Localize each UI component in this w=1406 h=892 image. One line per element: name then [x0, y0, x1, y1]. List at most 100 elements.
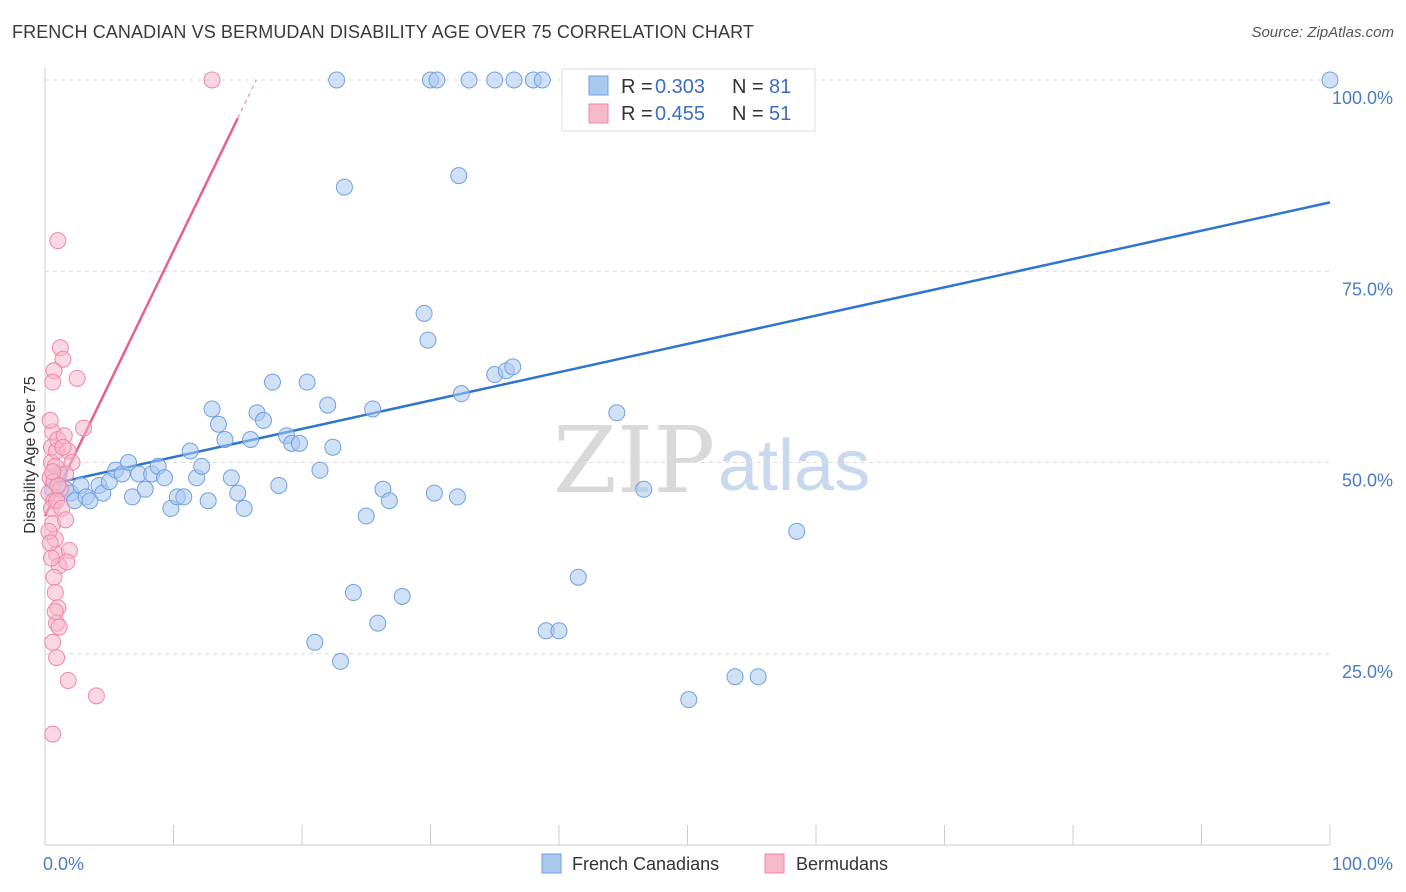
- point-french-canadians: [229, 484, 247, 502]
- point-bermudans: [57, 511, 75, 529]
- y-tick-label: 50.0%: [1342, 471, 1393, 491]
- point-bermudans: [42, 549, 60, 567]
- point-french-canadians: [460, 71, 478, 89]
- point-french-canadians: [448, 488, 466, 506]
- point-french-canadians: [181, 442, 199, 460]
- source-credit: Source: ZipAtlas.com: [1251, 24, 1394, 41]
- point-bermudans: [58, 553, 76, 571]
- x-tick-label-min: 0.0%: [43, 854, 84, 874]
- data-points: [40, 71, 1339, 743]
- legend-n-value-2: 51: [769, 103, 791, 125]
- legend-swatch-french-canadians: [588, 75, 609, 96]
- point-bermudans: [68, 369, 86, 387]
- point-french-canadians: [235, 499, 253, 517]
- point-french-canadians: [788, 522, 806, 540]
- point-french-canadians: [749, 668, 767, 686]
- point-bermudans: [49, 232, 67, 250]
- gridlines: [45, 79, 1330, 655]
- point-bermudans: [59, 672, 77, 690]
- watermark-atlas: atlas: [718, 426, 870, 506]
- y-axis-label: Disability Age Over 75: [22, 376, 39, 534]
- point-french-canadians: [608, 404, 626, 422]
- legend-r-value-1: 0.303: [655, 76, 705, 98]
- legend-r-label-1: R =: [621, 76, 653, 98]
- point-french-canadians: [726, 668, 744, 686]
- x-tick-labels: 0.0% 100.0%: [43, 854, 1393, 874]
- point-french-canadians: [569, 568, 587, 586]
- point-bermudans: [44, 633, 62, 651]
- trend-lines: [43, 79, 1331, 517]
- watermark-zip: ZIP: [553, 407, 715, 514]
- point-bermudans: [45, 568, 63, 586]
- point-french-canadians: [335, 178, 353, 196]
- point-french-canadians: [193, 457, 211, 475]
- point-french-canadians: [680, 691, 698, 709]
- point-bermudans: [75, 419, 93, 437]
- point-french-canadians: [380, 492, 398, 510]
- point-bermudans: [48, 649, 66, 667]
- point-french-canadians: [369, 614, 387, 632]
- y-tick-label: 25.0%: [1342, 662, 1393, 682]
- point-french-canadians: [222, 469, 240, 487]
- series-legend-label-bermudans: Bermudans: [796, 854, 888, 874]
- legend-r-label-2: R =: [621, 103, 653, 125]
- point-french-canadians: [415, 304, 433, 322]
- point-french-canadians: [635, 480, 653, 498]
- point-french-canadians: [209, 415, 227, 433]
- series-legend-swatch-french-canadians: [541, 853, 562, 874]
- point-bermudans: [44, 373, 62, 391]
- point-french-canadians: [505, 71, 523, 89]
- point-french-canadians: [344, 584, 362, 602]
- point-bermudans: [44, 725, 62, 743]
- point-french-canadians: [156, 469, 174, 487]
- legend-r-value-2: 0.455: [655, 103, 705, 125]
- trend-line-extension-bermudans: [237, 79, 257, 119]
- legend-n-value-1: 81: [769, 76, 791, 98]
- point-french-canadians: [319, 396, 337, 414]
- legend-n-label-1: N =: [732, 76, 764, 98]
- point-bermudans: [54, 438, 72, 456]
- point-bermudans: [46, 584, 64, 602]
- point-french-canadians: [364, 400, 382, 418]
- point-french-canadians: [306, 633, 324, 651]
- series-legend: French Canadians Bermudans: [541, 853, 888, 874]
- y-tick-label: 75.0%: [1342, 279, 1393, 299]
- point-french-canadians: [216, 431, 234, 449]
- point-french-canadians: [393, 587, 411, 605]
- point-french-canadians: [452, 385, 470, 403]
- legend-swatch-bermudans: [588, 103, 609, 124]
- point-bermudans: [87, 687, 105, 705]
- point-french-canadians: [175, 488, 193, 506]
- point-french-canadians: [419, 331, 437, 349]
- point-french-canadians: [328, 71, 346, 89]
- point-french-canadians: [290, 434, 308, 452]
- point-french-canadians: [81, 492, 99, 510]
- point-french-canadians: [1321, 71, 1339, 89]
- point-french-canadians: [533, 71, 551, 89]
- point-french-canadians: [123, 488, 141, 506]
- point-french-canadians: [311, 461, 329, 479]
- point-french-canadians: [242, 431, 260, 449]
- point-french-canadians: [357, 507, 375, 525]
- point-bermudans: [50, 618, 68, 636]
- point-french-canadians: [450, 167, 468, 185]
- chart-title: FRENCH CANADIAN VS BERMUDAN DISABILITY A…: [12, 22, 754, 42]
- point-french-canadians: [332, 652, 350, 670]
- x-tick-label-max: 100.0%: [1332, 854, 1393, 874]
- point-french-canadians: [136, 480, 154, 498]
- point-french-canadians: [324, 438, 342, 456]
- point-french-canadians: [504, 358, 522, 376]
- point-french-canadians: [425, 484, 443, 502]
- series-legend-label-french-canadians: French Canadians: [572, 854, 719, 874]
- point-bermudans: [41, 534, 59, 552]
- y-tick-label: 100.0%: [1332, 88, 1393, 108]
- point-french-canadians: [550, 622, 568, 640]
- stats-legend: R = 0.303 N = 81 R = 0.455 N = 51: [561, 68, 816, 132]
- point-french-canadians: [298, 373, 316, 391]
- trend-line-french-canadians: [44, 201, 1331, 487]
- point-french-canadians: [263, 373, 281, 391]
- point-bermudans: [46, 603, 64, 621]
- point-french-canadians: [120, 454, 138, 471]
- y-tick-labels: 25.0% 50.0% 75.0% 100.0%: [1332, 88, 1393, 682]
